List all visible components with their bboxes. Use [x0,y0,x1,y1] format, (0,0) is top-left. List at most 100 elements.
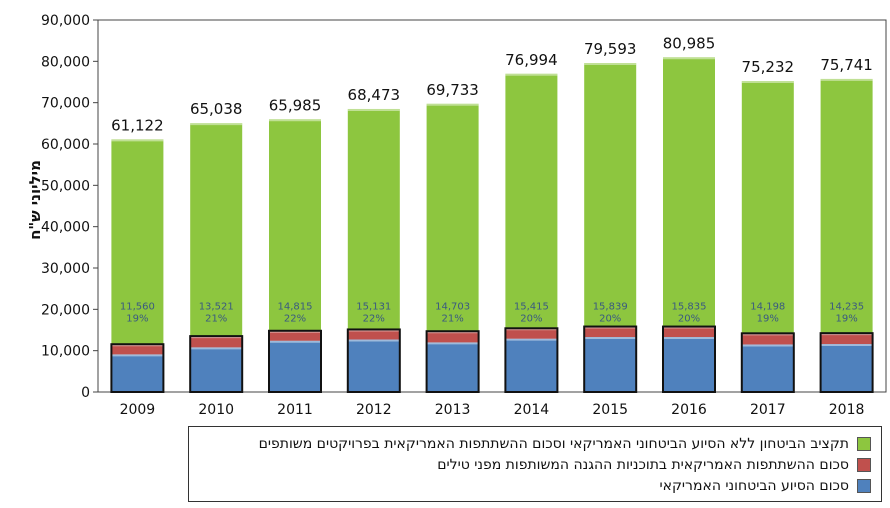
y-tick-label: 40,000 [41,220,90,236]
us-percent-label: 22% [363,314,385,325]
total-label: 80,985 [663,34,716,52]
us-percent-label: 19% [126,314,148,325]
bar-segment-us-aid [741,344,794,392]
bar-segment-defense-budget [111,139,164,345]
total-label: 65,985 [269,96,322,114]
y-tick-label: 10,000 [41,344,90,360]
legend-swatch-red [857,457,871,472]
bar-segment-us-aid [820,344,873,392]
total-label: 79,593 [584,40,637,58]
bar-segment-missile-defense [347,329,400,340]
y-tick-label: 80,000 [41,54,90,70]
bar-segment-us-aid [584,337,637,392]
bar-segment-us-aid [426,342,479,392]
us-amount-label: 14,235 [829,302,864,313]
x-tick-label: 2013 [435,402,471,418]
us-amount-label: 15,415 [514,302,549,313]
bar-segment-defense-budget [190,123,243,337]
plot-area: 0 10,000 20,000 30,000 40,000 50,000 60,000 70,… [41,13,887,418]
us-amount-label: 15,839 [593,302,628,313]
total-label: 76,994 [505,51,558,69]
us-part-outline [110,343,165,393]
us-percent-label: 22% [284,314,306,325]
us-amount-label: 14,703 [435,302,470,313]
x-tick-label: 2016 [671,402,707,418]
bar-segment-missile-defense [741,333,794,345]
us-amount-label: 15,131 [356,302,391,313]
total-label: 61,122 [111,116,164,134]
us-part-outline [504,327,559,393]
us-amount-label: 15,835 [672,302,707,313]
us-percent-label: 21% [205,314,227,325]
us-percent-label: 19% [835,314,857,325]
bar-segment-defense-budget [269,119,321,331]
legend-swatch-blue [857,478,871,493]
bar-segment-us-aid [269,340,321,392]
bar-segment-us-aid [190,347,243,392]
us-part-outline [189,335,244,393]
bar-segment-us-aid [505,338,558,392]
total-label: 75,232 [742,58,795,76]
y-tick-label: 50,000 [41,178,90,194]
legend-item-missile-defense: סכום ההשתתפות האמריקאית בתוכניות ההגנה ה… [189,454,871,475]
legend-item-defense-budget: תקציב הביטחון ללא הסיוע הביטחוני האמריקא… [189,433,871,454]
us-percent-label: 20% [599,314,621,325]
us-part-outline [346,328,401,393]
bar-segment-defense-budget [426,103,479,332]
us-percent-label: 20% [678,314,700,325]
x-tick-label: 2010 [198,402,234,418]
us-amount-label: 11,560 [120,302,155,313]
y-tick-label: 30,000 [41,261,90,277]
bar-segment-missile-defense [269,330,321,341]
x-tick-label: 2009 [120,402,156,418]
bar-segment-defense-budget [820,78,873,334]
total-label: 75,741 [820,56,873,74]
bar-segment-missile-defense [190,336,243,348]
us-percent-label: 19% [757,314,779,325]
bar-segment-defense-budget [505,73,558,329]
total-label: 69,733 [426,81,479,99]
legend-label: סכום הסיוע הביטחוני האמריקאי [659,477,850,494]
legend-label: תקציב הביטחון ללא הסיוע הביטחוני האמריקא… [258,435,849,452]
us-part-outline [740,332,795,394]
plot-frame [97,19,887,393]
bar-segment-missile-defense [426,331,479,343]
us-amount-label: 14,815 [278,302,313,313]
us-part-outline [268,329,322,394]
bar-segment-defense-budget [663,57,715,327]
x-tick-label: 2011 [277,402,313,418]
us-part-outline [819,332,874,393]
us-part-outline [425,330,480,393]
us-percent-label: 21% [441,314,463,325]
bar-segment-defense-budget [741,81,794,334]
y-tick-label: 20,000 [41,302,90,318]
legend-label: סכום ההשתתפות האמריקאית בתוכניות ההגנה ה… [437,456,849,473]
x-tick-label: 2014 [514,402,550,418]
bar-segment-missile-defense [505,328,558,339]
y-tick-label: 90,000 [41,13,90,29]
legend-item-us-aid: סכום הסיוע הביטחוני האמריקאי [189,475,871,496]
bar-segment-missile-defense [111,344,164,355]
bar-segment-missile-defense [663,326,715,338]
x-tick-label: 2015 [592,402,628,418]
bar-segment-missile-defense [584,326,637,338]
us-amount-label: 13,521 [199,302,234,313]
us-part-outline [662,325,716,394]
us-amount-label: 14,198 [750,302,785,313]
y-axis-title: מיליוני ש"ח [26,160,44,240]
bar-segment-defense-budget [347,108,400,330]
stacked-bar-chart: 0 10,000 20,000 30,000 40,000 50,000 60,000 70,… [26,13,887,418]
total-label: 68,473 [348,86,401,104]
x-tick-label: 2017 [750,402,786,418]
bar-segment-missile-defense [820,333,873,345]
x-tick-label: 2018 [829,402,865,418]
total-label: 65,038 [190,100,243,118]
bar-segment-us-aid [663,337,715,392]
bar-segment-defense-budget [584,63,637,327]
us-percent-label: 20% [520,314,542,325]
x-tick-label: 2012 [356,402,392,418]
legend: תקציב הביטחון ללא הסיוע הביטחוני האמריקא… [188,426,882,502]
y-tick-label: 70,000 [41,96,90,112]
legend-swatch-green [857,436,871,451]
